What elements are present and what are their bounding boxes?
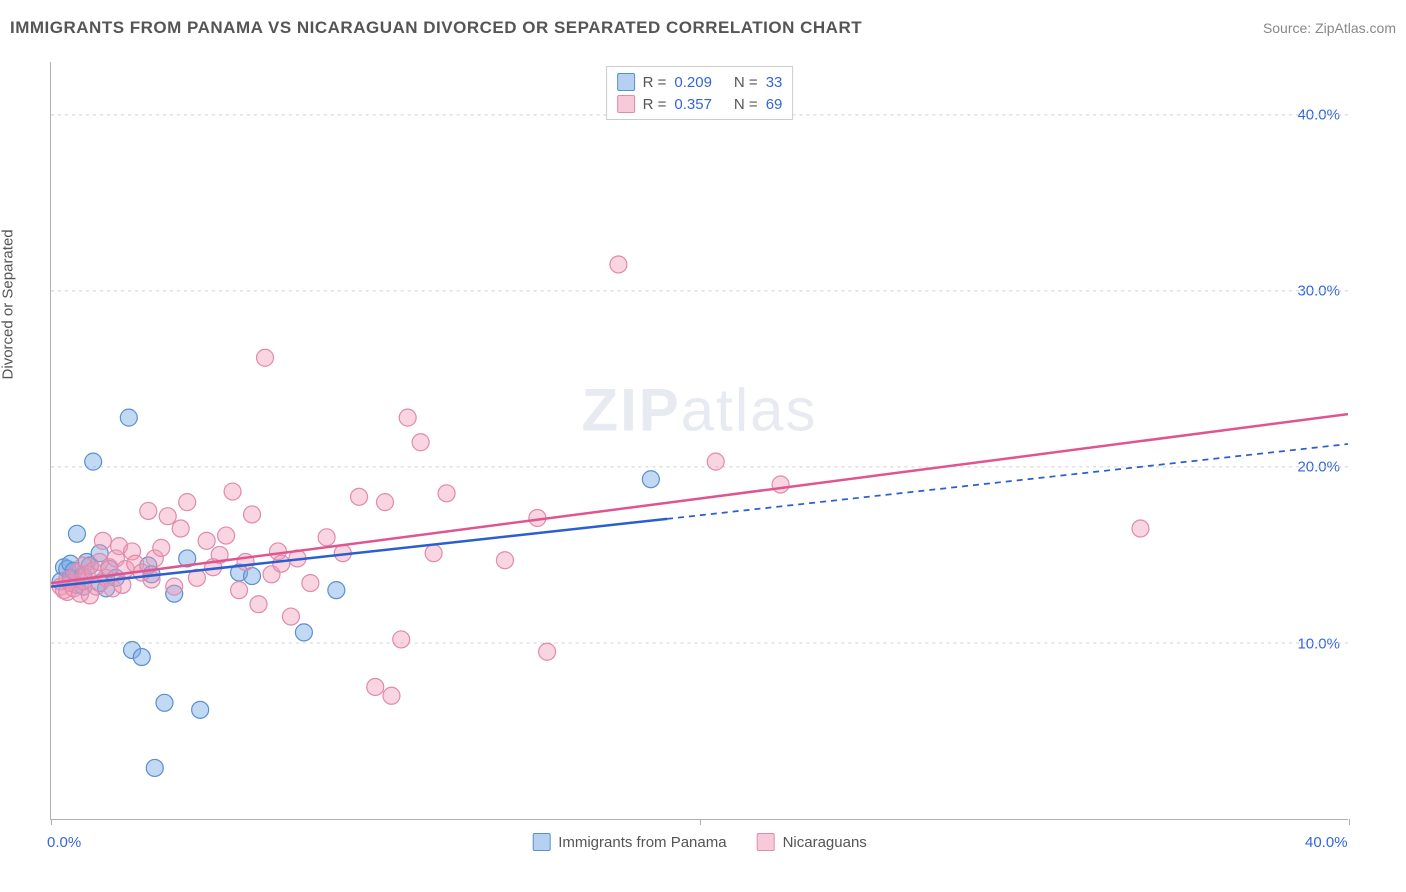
data-point-nicaragua [539, 643, 556, 660]
r-value: 0.357 [674, 96, 712, 113]
data-point-nicaragua [198, 532, 215, 549]
data-point-nicaragua [140, 502, 157, 519]
n-value: 69 [766, 96, 783, 113]
data-point-nicaragua [383, 687, 400, 704]
data-point-nicaragua [159, 508, 176, 525]
data-point-nicaragua [218, 527, 235, 544]
chart-header: IMMIGRANTS FROM PANAMA VS NICARAGUAN DIV… [10, 18, 1396, 38]
data-point-nicaragua [257, 349, 274, 366]
data-point-nicaragua [438, 485, 455, 502]
legend-item-nicaragua: Nicaraguans [757, 833, 867, 851]
data-point-panama [295, 624, 312, 641]
y-axis-label: Divorced or Separated [0, 229, 17, 379]
chart-source: Source: ZipAtlas.com [1263, 20, 1396, 36]
data-point-nicaragua [376, 494, 393, 511]
data-point-nicaragua [425, 545, 442, 562]
chart-svg [51, 62, 1348, 819]
data-point-panama [146, 759, 163, 776]
data-point-nicaragua [94, 532, 111, 549]
legend-label: Immigrants from Panama [558, 834, 726, 851]
data-point-panama [133, 649, 150, 666]
data-point-nicaragua [153, 539, 170, 556]
data-point-nicaragua [273, 555, 290, 572]
data-point-nicaragua [166, 578, 183, 595]
n-label: N = [734, 74, 758, 91]
data-point-nicaragua [496, 552, 513, 569]
data-point-panama [85, 453, 102, 470]
legend-item-panama: Immigrants from Panama [532, 833, 726, 851]
data-point-panama [68, 525, 85, 542]
data-point-nicaragua [367, 678, 384, 695]
data-point-nicaragua [302, 575, 319, 592]
data-point-nicaragua [318, 529, 335, 546]
r-value: 0.209 [674, 74, 712, 91]
data-point-nicaragua [250, 596, 267, 613]
swatch-panama [532, 833, 550, 851]
data-point-nicaragua [1132, 520, 1149, 537]
data-point-nicaragua [393, 631, 410, 648]
data-point-nicaragua [231, 582, 248, 599]
x-tick-mark [51, 819, 52, 825]
data-point-nicaragua [399, 409, 416, 426]
data-point-panama [192, 701, 209, 718]
data-point-panama [156, 694, 173, 711]
n-value: 33 [766, 74, 783, 91]
trend-line-panama [51, 519, 667, 587]
swatch-panama [617, 73, 635, 91]
data-point-panama [642, 471, 659, 488]
r-label: R = [643, 74, 667, 91]
chart-container: IMMIGRANTS FROM PANAMA VS NICARAGUAN DIV… [0, 0, 1406, 892]
x-tick-mark [700, 819, 701, 825]
chart-title: IMMIGRANTS FROM PANAMA VS NICARAGUAN DIV… [10, 18, 862, 38]
legend-row-panama: R = 0.209 N = 33 [617, 71, 783, 93]
data-point-panama [328, 582, 345, 599]
trend-line-dashed-panama [667, 444, 1348, 519]
source-name: ZipAtlas.com [1315, 20, 1396, 36]
data-point-nicaragua [610, 256, 627, 273]
trend-line-nicaragua [51, 414, 1348, 583]
data-point-nicaragua [282, 608, 299, 625]
series-legend: Immigrants from Panama Nicaraguans [532, 833, 867, 851]
legend-row-nicaragua: R = 0.357 N = 69 [617, 93, 783, 115]
data-point-nicaragua [244, 506, 261, 523]
x-tick-label: 0.0% [47, 834, 81, 851]
data-point-panama [120, 409, 137, 426]
swatch-nicaragua [757, 833, 775, 851]
data-point-nicaragua [224, 483, 241, 500]
data-point-nicaragua [707, 453, 724, 470]
x-tick-label: 40.0% [1305, 834, 1348, 851]
correlation-legend: R = 0.209 N = 33 R = 0.357 N = 69 [606, 66, 794, 120]
data-point-nicaragua [412, 434, 429, 451]
source-label: Source: [1263, 20, 1311, 36]
legend-label: Nicaraguans [783, 834, 867, 851]
swatch-nicaragua [617, 95, 635, 113]
x-tick-mark [1349, 819, 1350, 825]
data-point-nicaragua [351, 488, 368, 505]
plot-area: ZIPatlas R = 0.209 N = 33 R = 0.357 N = … [50, 62, 1348, 820]
data-point-nicaragua [179, 494, 196, 511]
r-label: R = [643, 96, 667, 113]
data-point-nicaragua [143, 571, 160, 588]
data-point-nicaragua [772, 476, 789, 493]
data-point-nicaragua [172, 520, 189, 537]
n-label: N = [734, 96, 758, 113]
